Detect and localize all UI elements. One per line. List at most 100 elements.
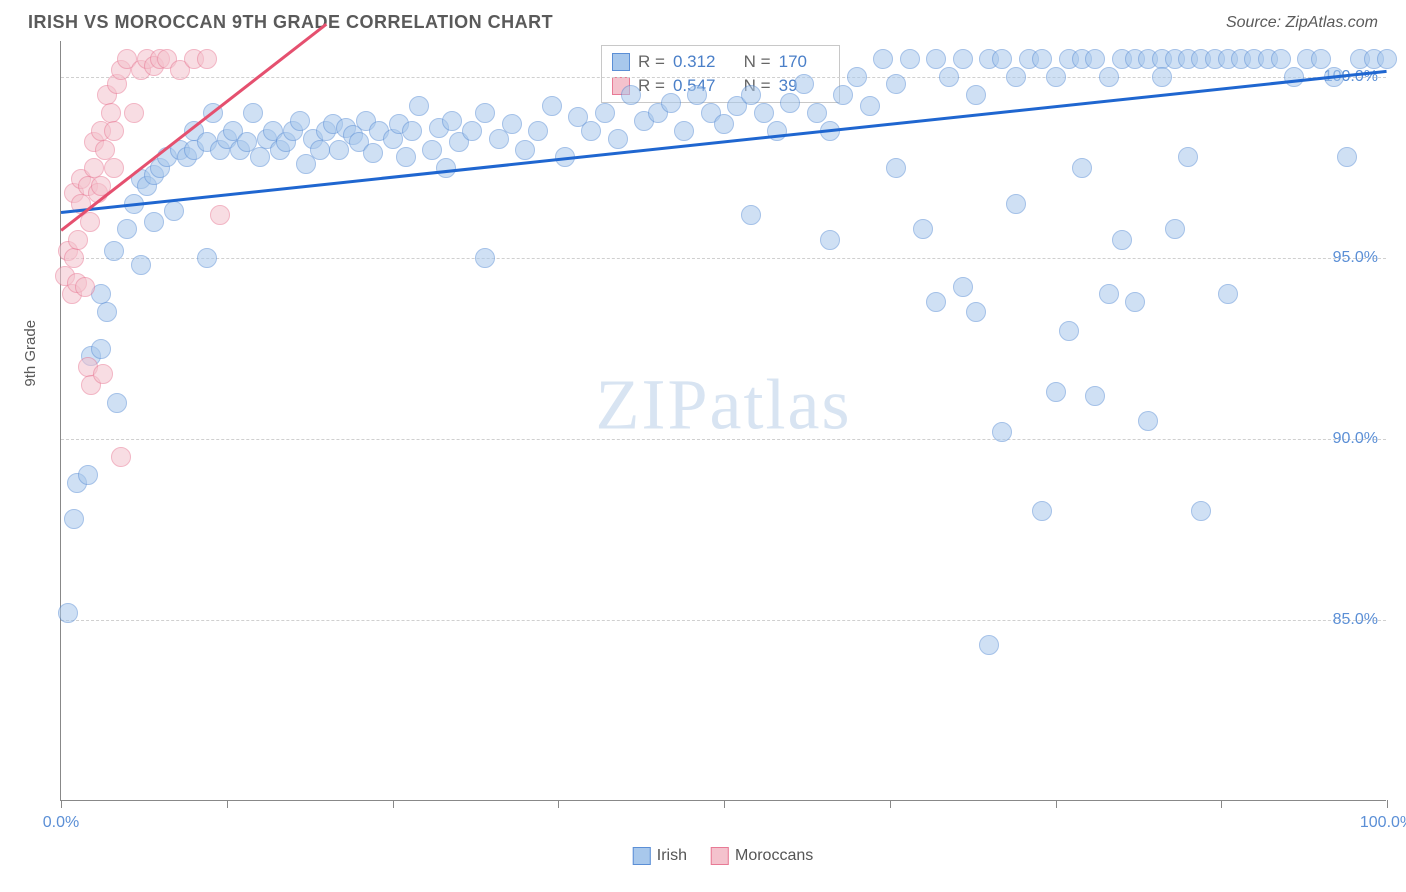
stat-n-label: N = xyxy=(744,52,771,72)
scatter-point xyxy=(97,302,117,322)
scatter-point xyxy=(78,465,98,485)
scatter-point xyxy=(595,103,615,123)
scatter-point xyxy=(966,302,986,322)
scatter-point xyxy=(1337,147,1357,167)
x-tick-mark xyxy=(890,800,891,808)
scatter-point xyxy=(1032,49,1052,69)
gridline-h xyxy=(61,258,1386,259)
scatter-point xyxy=(1046,67,1066,87)
scatter-point xyxy=(64,248,84,268)
scatter-point xyxy=(1099,67,1119,87)
scatter-point xyxy=(75,277,95,297)
scatter-point xyxy=(131,255,151,275)
scatter-point xyxy=(64,509,84,529)
legend-label: Irish xyxy=(657,847,687,865)
scatter-point xyxy=(741,205,761,225)
scatter-point xyxy=(1072,158,1092,178)
scatter-point xyxy=(1059,321,1079,341)
stat-row: R = 0.312 N = 170 xyxy=(612,50,829,74)
scatter-point xyxy=(528,121,548,141)
scatter-point xyxy=(621,85,641,105)
scatter-point xyxy=(1085,49,1105,69)
scatter-point xyxy=(886,74,906,94)
scatter-point xyxy=(290,111,310,131)
x-tick-mark xyxy=(1387,800,1388,808)
legend-label: Moroccans xyxy=(735,847,813,865)
scatter-point xyxy=(210,205,230,225)
source-label: Source: ZipAtlas.com xyxy=(1226,14,1378,32)
y-axis-label: 9th Grade xyxy=(22,320,39,387)
scatter-point xyxy=(91,339,111,359)
scatter-point xyxy=(992,49,1012,69)
scatter-point xyxy=(754,103,774,123)
scatter-point xyxy=(581,121,601,141)
scatter-point xyxy=(966,85,986,105)
scatter-point xyxy=(542,96,562,116)
x-tick-mark xyxy=(724,800,725,808)
scatter-point xyxy=(1006,67,1026,87)
watermark: ZIPatlas xyxy=(596,364,852,447)
scatter-point xyxy=(1191,501,1211,521)
scatter-point xyxy=(442,111,462,131)
scatter-point xyxy=(164,201,184,221)
legend-item: Irish xyxy=(633,847,687,865)
x-tick-mark xyxy=(393,800,394,808)
legend-item: Moroccans xyxy=(711,847,813,865)
scatter-point xyxy=(847,67,867,87)
legend-swatch xyxy=(612,53,630,71)
scatter-point xyxy=(674,121,694,141)
scatter-point xyxy=(608,129,628,149)
scatter-point xyxy=(1085,386,1105,406)
scatter-point xyxy=(833,85,853,105)
scatter-point xyxy=(363,143,383,163)
scatter-point xyxy=(953,49,973,69)
scatter-point xyxy=(807,103,827,123)
chart-title: IRISH VS MOROCCAN 9TH GRADE CORRELATION … xyxy=(28,12,553,33)
plot-area: ZIPatlas R = 0.312 N = 170R = 0.547 N = … xyxy=(60,41,1386,801)
scatter-point xyxy=(953,277,973,297)
legend-swatch xyxy=(711,847,729,865)
scatter-point xyxy=(860,96,880,116)
scatter-point xyxy=(515,140,535,160)
scatter-point xyxy=(95,140,115,160)
scatter-point xyxy=(243,103,263,123)
scatter-point xyxy=(913,219,933,239)
scatter-point xyxy=(1152,67,1172,87)
stat-r-value: 0.312 xyxy=(673,52,723,72)
x-tick-mark xyxy=(61,800,62,808)
scatter-point xyxy=(1046,382,1066,402)
scatter-point xyxy=(780,93,800,113)
scatter-point xyxy=(939,67,959,87)
gridline-h xyxy=(61,77,1386,78)
scatter-point xyxy=(1178,147,1198,167)
scatter-point xyxy=(93,364,113,384)
x-tick-mark xyxy=(227,800,228,808)
scatter-point xyxy=(926,292,946,312)
stat-r-label: R = xyxy=(638,76,665,96)
stat-r-label: R = xyxy=(638,52,665,72)
scatter-point xyxy=(409,96,429,116)
scatter-point xyxy=(1138,411,1158,431)
scatter-point xyxy=(436,158,456,178)
scatter-point xyxy=(661,93,681,113)
scatter-point xyxy=(396,147,416,167)
scatter-point xyxy=(1006,194,1026,214)
scatter-point xyxy=(741,85,761,105)
plot-container: ZIPatlas R = 0.312 N = 170R = 0.547 N = … xyxy=(60,41,1386,831)
scatter-point xyxy=(310,140,330,160)
scatter-point xyxy=(124,103,144,123)
scatter-point xyxy=(104,158,124,178)
scatter-point xyxy=(900,49,920,69)
scatter-point xyxy=(80,212,100,232)
scatter-point xyxy=(992,422,1012,442)
scatter-point xyxy=(979,635,999,655)
x-tick-mark xyxy=(558,800,559,808)
y-tick-label: 85.0% xyxy=(1333,611,1378,629)
scatter-point xyxy=(873,49,893,69)
scatter-point xyxy=(84,158,104,178)
scatter-point xyxy=(926,49,946,69)
scatter-point xyxy=(68,230,88,250)
scatter-point xyxy=(475,248,495,268)
scatter-point xyxy=(1032,501,1052,521)
x-tick-label: 0.0% xyxy=(43,814,79,832)
